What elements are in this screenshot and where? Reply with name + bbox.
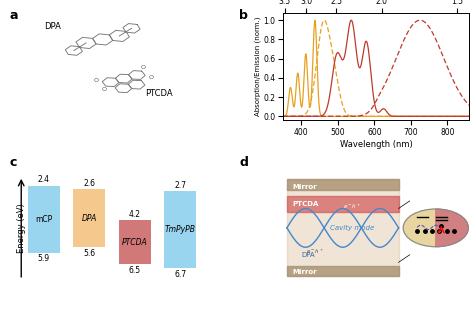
Text: 5.9: 5.9 <box>38 254 50 264</box>
Text: PTCDA: PTCDA <box>145 89 173 98</box>
Text: O: O <box>94 78 99 83</box>
Text: DPA: DPA <box>82 214 97 223</box>
Text: DPA: DPA <box>302 252 315 258</box>
Text: Mirror: Mirror <box>292 184 317 190</box>
Text: 2.7: 2.7 <box>174 181 186 190</box>
Bar <box>164 191 196 268</box>
X-axis label: Wavelength (nm): Wavelength (nm) <box>340 140 412 149</box>
Bar <box>287 179 399 276</box>
Text: d: d <box>239 156 248 170</box>
Text: Cavity mode: Cavity mode <box>330 225 374 231</box>
Text: TmPyPB: TmPyPB <box>164 225 196 234</box>
Text: 6.5: 6.5 <box>128 266 141 275</box>
Text: 6.7: 6.7 <box>174 270 186 279</box>
Text: mCP: mCP <box>35 215 53 224</box>
Bar <box>73 189 105 247</box>
Wedge shape <box>436 209 468 247</box>
Text: O: O <box>149 74 154 80</box>
Text: c: c <box>9 156 17 170</box>
Text: b: b <box>239 9 248 23</box>
Text: 2.6: 2.6 <box>83 179 95 188</box>
Text: 4.2: 4.2 <box>128 210 141 219</box>
Bar <box>287 179 399 190</box>
Bar <box>119 220 151 264</box>
Y-axis label: Absorption/Emission (norm.): Absorption/Emission (norm.) <box>254 17 261 116</box>
Text: PTCDA: PTCDA <box>122 238 147 247</box>
Text: O: O <box>101 87 107 92</box>
Text: Energy (eV): Energy (eV) <box>17 203 26 253</box>
Text: O: O <box>141 65 146 70</box>
Text: a: a <box>9 9 18 23</box>
Text: $e^-h^+$: $e^-h^+$ <box>306 247 323 256</box>
Bar <box>287 196 399 212</box>
Bar <box>28 186 60 253</box>
Text: Mirror: Mirror <box>292 269 317 275</box>
Text: PTCDA: PTCDA <box>292 201 319 207</box>
Bar <box>287 265 399 276</box>
Wedge shape <box>403 209 436 247</box>
Text: 5.6: 5.6 <box>83 249 95 258</box>
Text: 2.4: 2.4 <box>38 175 50 184</box>
Text: $e^-h^+$: $e^-h^+$ <box>343 202 361 211</box>
Text: DPA: DPA <box>44 22 61 31</box>
